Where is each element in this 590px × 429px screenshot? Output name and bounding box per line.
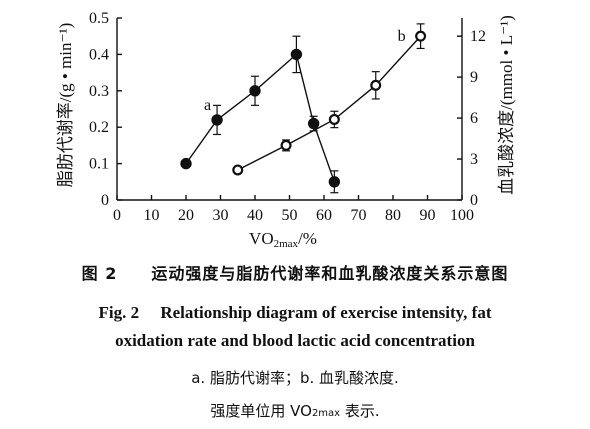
y-left-tick-label: 0.4 bbox=[89, 46, 109, 63]
y-right-tick-label: 9 bbox=[470, 69, 478, 86]
figure-caption-chinese: 图 2 运动强度与脂肪代谢率和血乳酸浓度关系示意图 bbox=[81, 264, 509, 283]
x-tick-label: 40 bbox=[247, 207, 263, 224]
y-left-tick-label: 0.1 bbox=[89, 156, 109, 173]
figure-note-units-sub: 2max bbox=[311, 408, 341, 419]
y-right-tick-label: 6 bbox=[470, 110, 478, 127]
series-a-point bbox=[211, 114, 223, 126]
series-b-point bbox=[328, 113, 340, 125]
y-right-tick-label: 0 bbox=[470, 192, 478, 209]
series-b-line bbox=[237, 35, 422, 171]
series-b-point bbox=[415, 30, 427, 42]
y-axis-right-label: 血乳酸浓度/(mmol • L⁻¹) bbox=[497, 15, 516, 195]
series-a-point bbox=[290, 48, 303, 61]
x-tick-label: 60 bbox=[316, 207, 332, 224]
x-tick-label: 20 bbox=[178, 207, 194, 224]
x-axis-label-sub: 2max bbox=[274, 238, 299, 250]
y-left-tick-label: 0 bbox=[101, 192, 109, 209]
y-left-tick-label: 0.5 bbox=[89, 10, 109, 27]
series-b-point bbox=[280, 139, 292, 151]
series-b-point bbox=[370, 79, 382, 91]
figure-note-units: 强度单位用 VO2max 表示. bbox=[0, 400, 590, 421]
series-a-point bbox=[328, 176, 341, 188]
series-a-label: a bbox=[204, 97, 211, 114]
y-left-tick-label: 0.2 bbox=[89, 119, 109, 136]
x-tick-label: 80 bbox=[385, 207, 401, 224]
series-a-point bbox=[307, 117, 320, 130]
chart-axes: 0 10 20 30 40 50 60 70 80 90 10000.10.20.30.40.503… bbox=[89, 10, 486, 224]
series-a-line bbox=[185, 53, 336, 183]
figure-caption-english-line2: oxidation rate and blood lactic acid con… bbox=[115, 331, 475, 350]
figure-caption-english-line1: Fig. 2 Relationship diagram of exercise … bbox=[98, 303, 492, 322]
figure-note-units-pre: 强度单位用 VO bbox=[210, 402, 312, 420]
y-right-tick-label: 3 bbox=[470, 151, 478, 168]
x-tick-label: 90 bbox=[420, 207, 436, 224]
x-axis-label-unit: /% bbox=[298, 229, 317, 248]
figure-note-series: a. 脂肪代谢率；b. 血乳酸浓度. bbox=[191, 369, 399, 387]
series-a-point bbox=[249, 85, 261, 97]
y-axis-left-label: 脂肪代谢率/(g • min⁻¹) bbox=[56, 23, 75, 188]
x-tick-label: 100 bbox=[450, 207, 474, 224]
y-left-tick-label: 0.3 bbox=[89, 83, 109, 100]
series-b-point bbox=[232, 164, 244, 176]
x-tick-label: 0 bbox=[113, 207, 121, 224]
x-axis-label: VO2max/% bbox=[249, 229, 317, 250]
x-tick-label: 10 bbox=[144, 207, 160, 224]
x-tick-label: 30 bbox=[213, 207, 229, 224]
x-tick-label: 70 bbox=[351, 207, 367, 224]
series-a-point bbox=[180, 157, 192, 170]
x-tick-label: 50 bbox=[282, 207, 298, 224]
x-axis-label-main: VO bbox=[249, 229, 274, 248]
chart-marks: ab bbox=[180, 23, 427, 194]
series-b-label: b bbox=[398, 28, 406, 45]
figure-note-units-post: 表示. bbox=[340, 402, 380, 420]
y-right-tick-label: 12 bbox=[470, 28, 486, 45]
